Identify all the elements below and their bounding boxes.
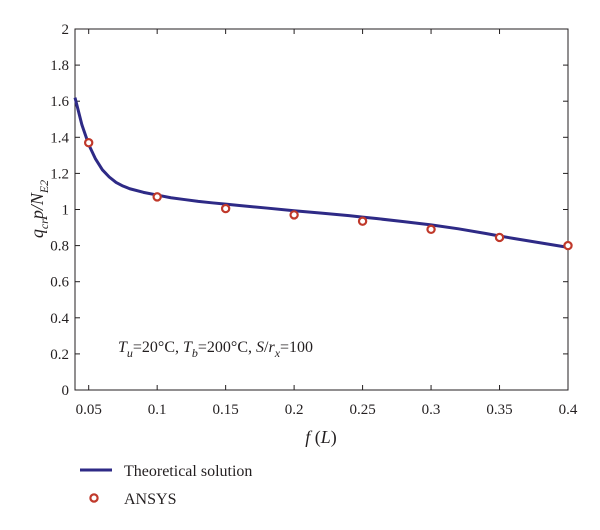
legend-label-ansys: ANSYS [124,491,176,508]
ansys-point [83,138,94,148]
x-tick-label: 0.4 [559,402,578,418]
ansys-point [152,192,162,202]
x-tick-label: 0.35 [486,402,512,418]
ansys-point [494,232,505,243]
y-tick-label: 1.2 [50,166,69,182]
x-axis-label: f (L) [305,427,337,448]
x-tick-label: 0.2 [285,402,304,418]
y-tick-label: 2 [62,22,70,38]
y-tick-label: 1.6 [50,94,69,110]
x-tick-label: 0.05 [76,402,102,418]
y-tick-label: 0.8 [50,239,69,255]
ansys-point [357,216,368,226]
ansys-point [289,210,299,220]
ansys-point [426,224,436,235]
legend-marker-swatch [89,493,99,503]
y-tick-label: 1 [62,203,70,219]
plot-frame [74,28,569,391]
theoretical-solution-line [73,97,569,249]
y-tick-label: 1.8 [50,58,69,74]
legend-label-theoretical: Theoretical solution [124,463,252,480]
y-axis-ticks: 0 0.2 0.4 0.6 0.8 1 1.2 1.4 1.6 1.8 2 [50,22,568,399]
ansys-point [220,203,231,214]
y-tick-label: 0 [62,383,70,399]
y-tick-label: 0.2 [50,347,69,363]
legend: Theoretical solution ANSYS [80,463,252,508]
plot-area [73,97,573,251]
x-tick-label: 0.15 [213,402,239,418]
y-tick-label: 0.4 [50,311,69,327]
x-axis-ticks: 0.05 0.1 0.15 0.2 0.25 0.3 0.35 0.4 [76,29,578,418]
y-tick-label: 0.6 [50,275,69,291]
y-axis-label: qcrp/NE2 [27,180,51,238]
y-tick-label: 1.4 [50,130,69,146]
x-tick-label: 0.3 [422,402,441,418]
x-tick-label: 0.1 [148,402,167,418]
ansys-point [563,240,573,251]
x-tick-label: 0.25 [349,402,375,418]
conditions-annotation: Tu=20°C, Tb=200°C, S/rx=100 [118,339,313,360]
